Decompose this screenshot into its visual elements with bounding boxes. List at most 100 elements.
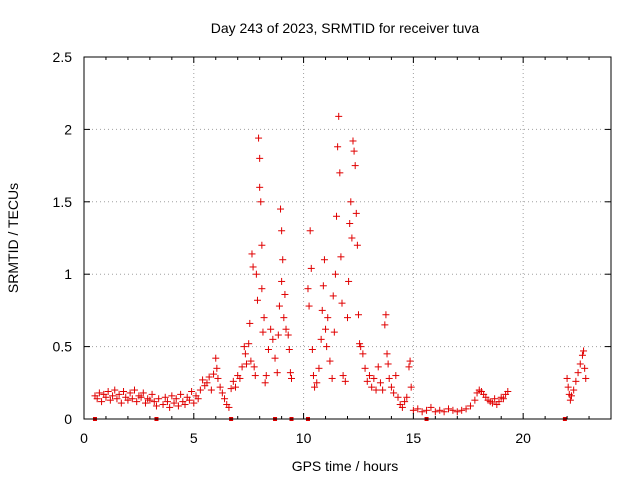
data-point	[227, 385, 235, 393]
data-point	[324, 314, 332, 322]
data-point	[307, 264, 315, 272]
data-point	[407, 383, 415, 391]
data-point	[462, 405, 470, 413]
data-point	[436, 406, 444, 414]
data-point	[256, 183, 264, 191]
data-point	[326, 357, 334, 365]
data-point	[385, 374, 393, 382]
data-point	[504, 387, 512, 395]
data-point	[405, 363, 413, 371]
data-point	[245, 340, 253, 348]
data-point	[261, 379, 269, 387]
data-point	[236, 374, 244, 382]
data-point	[128, 395, 136, 403]
data-point	[309, 372, 317, 380]
data-point	[251, 372, 259, 380]
data-point	[285, 345, 293, 353]
data-point	[264, 345, 272, 353]
data-point	[271, 354, 279, 362]
data-point	[346, 220, 354, 228]
chart-title: Day 243 of 2023, SRMTID for receiver tuv…	[211, 20, 480, 36]
data-point	[423, 406, 431, 414]
data-point	[374, 363, 382, 371]
data-point	[449, 406, 457, 414]
data-point	[286, 369, 294, 377]
data-point	[353, 241, 361, 249]
data-point	[146, 396, 154, 404]
data-point	[372, 386, 380, 394]
data-point	[453, 408, 461, 416]
data-point	[259, 328, 267, 336]
axis-ticks	[83, 56, 611, 420]
data-point	[282, 325, 290, 333]
data-point	[166, 403, 174, 411]
data-point	[221, 395, 229, 403]
x-tick-label: 0	[80, 430, 88, 446]
data-point	[177, 390, 185, 398]
data-point	[238, 363, 246, 371]
data-point	[181, 401, 189, 409]
data-point	[115, 390, 123, 398]
data-point	[466, 402, 474, 410]
y-axis-label: SRMTID / TECUs	[5, 183, 21, 293]
data-point	[120, 387, 128, 395]
data-point	[359, 350, 367, 358]
data-point	[247, 357, 255, 365]
data-point	[319, 282, 327, 290]
data-point	[338, 299, 346, 307]
data-point	[406, 357, 414, 365]
data-point	[348, 234, 356, 242]
data-point	[152, 402, 160, 410]
data-point	[240, 343, 248, 351]
data-point	[207, 386, 215, 394]
data-point	[213, 364, 221, 372]
data-point	[341, 377, 349, 385]
data-point	[401, 398, 409, 406]
data-point	[212, 354, 220, 362]
x-tick-label: 10	[296, 430, 312, 446]
data-point	[311, 383, 319, 391]
data-point	[141, 399, 149, 407]
data-point	[331, 270, 339, 278]
data-point	[317, 335, 325, 343]
data-point	[253, 296, 261, 304]
data-point	[582, 374, 590, 382]
y-tick-label: 2	[64, 121, 72, 137]
data-point	[323, 343, 331, 351]
data-point	[161, 393, 169, 401]
data-points	[91, 112, 590, 416]
data-point	[306, 227, 314, 235]
data-point	[350, 147, 358, 155]
data-point	[279, 256, 287, 264]
data-point	[376, 379, 384, 387]
data-point	[214, 374, 222, 382]
data-point	[409, 406, 417, 414]
data-point	[392, 372, 400, 380]
data-point	[205, 373, 213, 381]
data-point	[194, 395, 202, 403]
data-point	[159, 401, 167, 409]
data-point	[567, 392, 575, 400]
data-point	[172, 395, 180, 403]
data-point	[148, 390, 156, 398]
data-point	[117, 399, 125, 407]
data-point	[93, 395, 101, 403]
data-point	[368, 383, 376, 391]
y-tick-label: 1.5	[53, 194, 73, 210]
data-point	[333, 212, 341, 220]
data-point	[580, 347, 588, 355]
data-point	[163, 398, 171, 406]
data-point	[216, 383, 224, 391]
data-point	[280, 314, 288, 322]
data-point	[210, 370, 218, 378]
data-point	[328, 374, 336, 382]
data-point	[390, 389, 398, 397]
data-point	[174, 402, 182, 410]
data-point	[124, 396, 132, 404]
data-point	[252, 270, 260, 278]
data-point	[258, 285, 266, 293]
data-point	[313, 379, 321, 387]
data-point	[258, 241, 266, 249]
data-point	[267, 325, 275, 333]
data-point	[320, 256, 328, 264]
